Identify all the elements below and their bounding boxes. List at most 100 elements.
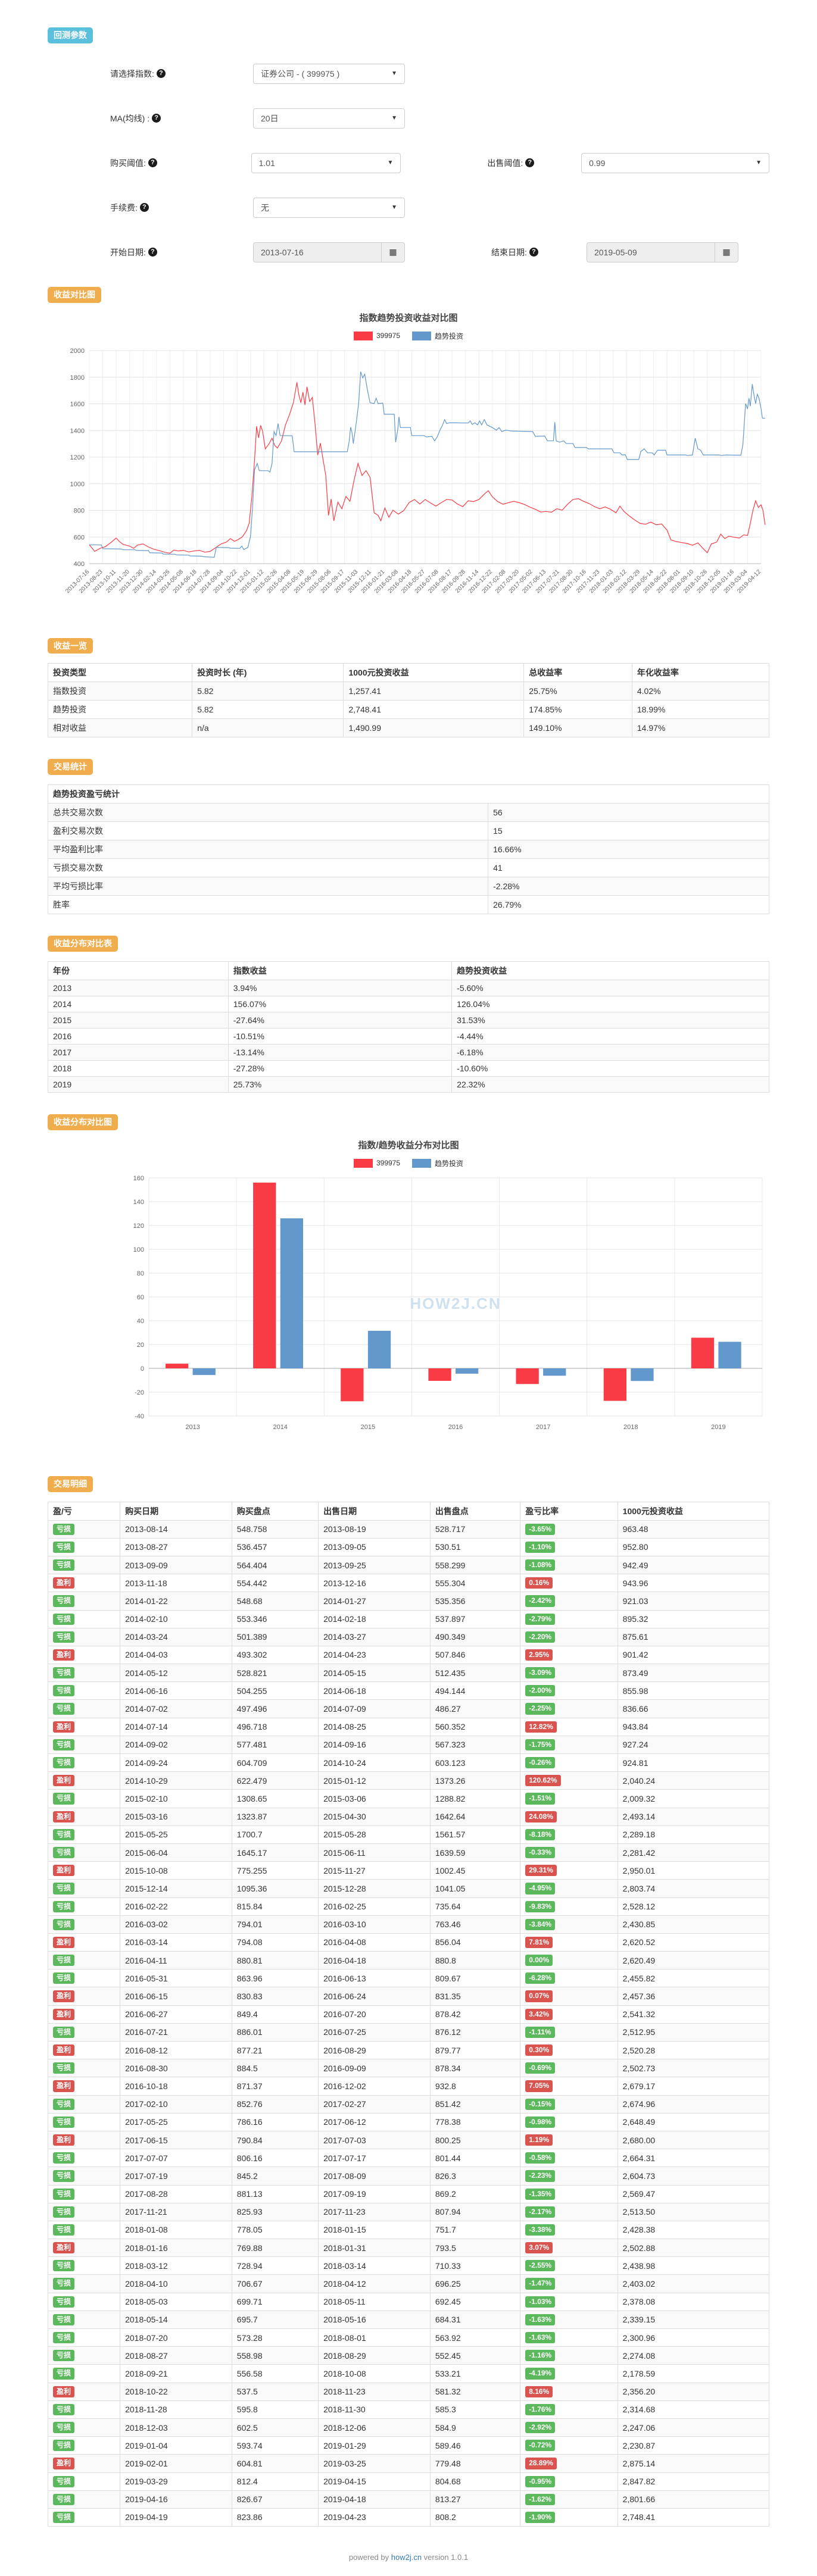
help-icon[interactable]: ?: [148, 158, 157, 168]
table-cell: 851.42: [429, 2094, 521, 2114]
table-row: 总共交易次数 56: [47, 803, 769, 823]
table-row: 2018 -27.28% -10.60%: [48, 1059, 769, 1077]
table-cell: 0.30%: [520, 2041, 618, 2060]
table-cell: 3.07%: [520, 2239, 618, 2258]
svg-text:80: 80: [137, 1270, 144, 1277]
table-cell: 2018-01-08: [120, 2220, 232, 2240]
help-icon[interactable]: ?: [148, 248, 157, 257]
table-cell: 2016-08-29: [318, 2041, 431, 2060]
section-badge-dist-chart: 收益分布对比图: [48, 1114, 118, 1130]
svg-text:140: 140: [133, 1199, 144, 1206]
table-cell: 1561.57: [429, 1825, 521, 1844]
table-cell: 869.2: [429, 2184, 521, 2203]
index-select[interactable]: 证券公司 - ( 399975 ) ▼: [253, 63, 405, 84]
result-badge: 亏损: [53, 1631, 75, 1643]
table-cell: 156.07%: [227, 995, 453, 1012]
table-row: 2017 -13.14% -6.18%: [48, 1043, 769, 1061]
result-badge: 亏损: [53, 1667, 75, 1679]
table-cell: 亏损: [47, 2256, 121, 2275]
legend-item[interactable]: 趋势投资: [412, 1158, 463, 1168]
legend-item[interactable]: 趋势投资: [412, 331, 463, 341]
fee-select[interactable]: 无 ▼: [253, 197, 405, 218]
result-badge: 盈利: [53, 2242, 75, 2254]
trade-row: 盈利 2018-10-22 537.5 2018-11-23 581.32 8.16% 2,…: [47, 2382, 770, 2401]
table-row: 盈利交易次数 15: [47, 821, 769, 841]
table-cell: -1.63%: [520, 2310, 618, 2330]
table-cell: 879.77: [429, 2041, 521, 2060]
table-cell: 亏损: [47, 2167, 121, 2186]
trade-row: 亏损 2014-02-10 553.346 2014-02-18 537.897 -2.7…: [47, 1609, 770, 1628]
table-cell: 2013-11-18: [120, 1574, 232, 1593]
ratio-badge: -1.75%: [525, 1739, 556, 1751]
table-cell: -13.14%: [227, 1043, 453, 1061]
section-badge-trades: 交易明细: [48, 1475, 93, 1492]
help-icon[interactable]: ?: [139, 203, 149, 212]
help-icon[interactable]: ?: [529, 248, 538, 257]
line-chart-legend: 399975 趋势投资: [48, 331, 769, 341]
ratio-badge: -2.25%: [525, 1703, 556, 1715]
table-cell: 56: [488, 803, 769, 823]
column-header: 投资类型: [47, 663, 193, 683]
table-cell: -1.63%: [520, 2328, 618, 2347]
legend-label: 趋势投资: [435, 1159, 464, 1168]
help-icon[interactable]: ?: [152, 114, 161, 123]
help-icon[interactable]: ?: [156, 69, 166, 79]
table-cell: n/a: [192, 718, 344, 738]
backtest-form: 请选择指数:? 证券公司 - ( 399975 ) ▼ MA(均线) :? 20日…: [48, 63, 770, 262]
svg-text:1000: 1000: [70, 480, 85, 487]
table-cell: 763.46: [429, 1915, 521, 1934]
column-header: 总收益率: [523, 663, 632, 683]
result-badge: 盈利: [53, 1721, 75, 1733]
table-cell: 490.349: [429, 1627, 521, 1646]
table-cell: 813.27: [429, 2490, 521, 2509]
legend-item[interactable]: 399975: [353, 1158, 400, 1168]
buy-threshold-value: 1.01: [258, 158, 275, 168]
table-cell: 2016-04-08: [318, 1933, 431, 1952]
form-row-fee: 手续费:? 无 ▼: [48, 197, 769, 218]
table-cell: 2016-07-21: [120, 2022, 232, 2042]
sell-threshold-select[interactable]: 0.99 ▼: [581, 152, 770, 173]
table-cell: 3.94%: [227, 979, 453, 996]
table-cell: 2017-07-19: [120, 2167, 232, 2186]
footer-link[interactable]: how2j.cn: [391, 2553, 422, 2562]
section-badge-params: 回测参数: [48, 27, 93, 43]
help-icon[interactable]: ?: [525, 158, 535, 168]
legend-item[interactable]: 399975: [353, 331, 400, 340]
table-cell: -2.92%: [520, 2418, 618, 2437]
end-date-input[interactable]: 2019-05-09: [587, 242, 715, 262]
svg-text:20: 20: [137, 1342, 144, 1349]
buy-threshold-select[interactable]: 1.01 ▼: [251, 152, 401, 173]
ma-select[interactable]: 20日 ▼: [253, 108, 405, 129]
table-cell: 平均亏损比率: [47, 877, 489, 896]
svg-text:40: 40: [137, 1318, 144, 1325]
table-cell: -0.72%: [520, 2436, 618, 2455]
table-cell: 881.13: [231, 2184, 319, 2203]
table-cell: 盈利: [47, 1717, 121, 1736]
section-badge-stats: 交易统计: [48, 759, 93, 776]
table-cell: 盈利: [47, 1933, 121, 1952]
table-cell: 亏损: [47, 1753, 121, 1772]
calendar-icon[interactable]: ▦: [381, 242, 405, 262]
table-cell: 2019-04-19: [120, 2508, 232, 2527]
table-cell: 548.758: [231, 1520, 319, 1539]
table-cell: 604.709: [231, 1753, 319, 1772]
ratio-badge: -8.18%: [525, 1828, 556, 1840]
calendar-icon[interactable]: ▦: [715, 242, 738, 262]
table-cell: 5.82: [192, 681, 344, 701]
result-badge: 亏损: [53, 2332, 75, 2344]
svg-text:1200: 1200: [70, 454, 85, 461]
table-cell: 2014-02-10: [120, 1609, 232, 1628]
column-header: 购买盘点: [231, 1501, 319, 1521]
table-cell: 2018: [48, 1059, 229, 1077]
table-cell: 808.2: [429, 2508, 521, 2527]
table-cell: 815.84: [231, 1897, 319, 1916]
table-cell: 亏损: [47, 1789, 121, 1808]
ratio-badge: -3.09%: [525, 1667, 556, 1679]
table-cell: 亏损: [47, 2149, 121, 2168]
table-cell: 873.49: [617, 1664, 770, 1683]
table-cell: 2018-05-11: [318, 2292, 431, 2311]
section-yearly: 收益分布对比表 年份 指数收益 趋势投资收益 2013 3.94% -5.60% 2014…: [48, 936, 769, 1093]
start-date-input[interactable]: 2013-07-16: [253, 242, 381, 262]
table-cell: 2016-08-30: [120, 2059, 232, 2078]
ratio-badge: -0.69%: [525, 2062, 556, 2074]
